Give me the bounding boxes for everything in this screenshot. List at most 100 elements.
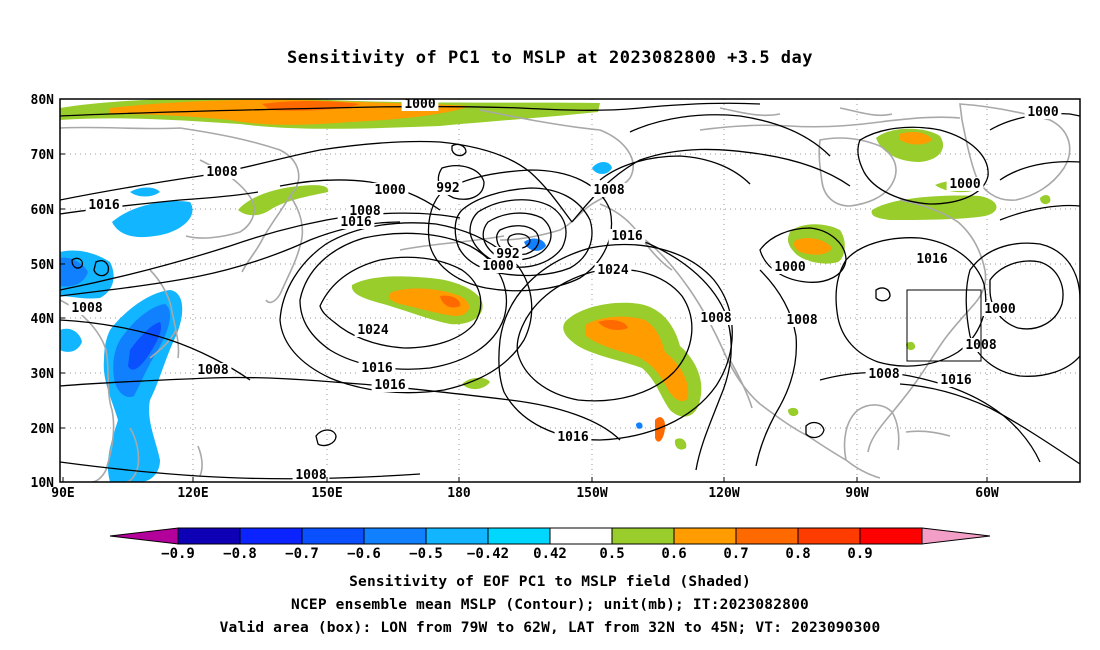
contour-label-bg (203, 165, 241, 179)
lon-tick-label: 120E (177, 486, 208, 501)
colorbar-label: −0.42 (467, 546, 509, 562)
contour-label-bg (68, 301, 106, 315)
shade-japan-darkblue (128, 322, 162, 370)
shade-small-green-5 (788, 407, 799, 417)
contour-label-bg (608, 229, 646, 243)
colorbar-segment (797, 527, 861, 545)
mslp-contours (60, 102, 1080, 480)
shade-aleutian-dark (440, 295, 461, 308)
contour-1008-e (965, 242, 1080, 377)
colorbar-label: 0.8 (785, 546, 810, 562)
colorbar-segment (239, 527, 303, 545)
lat-tick-label: 80N (31, 93, 55, 108)
contour-label: 1008 (700, 311, 731, 326)
contour-label-bg (697, 311, 735, 325)
contour-1000-e (989, 260, 1064, 330)
contour-label-bg (371, 378, 409, 392)
contour-1016-s (60, 376, 621, 441)
coast-siberia (60, 126, 300, 273)
colorbar-label: 0.7 (723, 546, 748, 562)
colorbar-label: −0.9 (161, 546, 195, 562)
contour-label-bg (946, 177, 984, 191)
contour-1000-ne (857, 126, 989, 205)
contour-label: 1016 (340, 215, 371, 230)
contour-label: 1008 (868, 367, 899, 382)
contour-ne-ring-3 (496, 225, 540, 256)
contour-label-bg (354, 323, 392, 337)
colorbar-segment (611, 527, 675, 545)
shade-sea-lightblue (592, 162, 612, 174)
colorbar-label: 0.9 (847, 546, 872, 562)
contour-label-bg (771, 260, 809, 274)
lat-tick-label: 60N (31, 203, 55, 218)
contour-1024-east (516, 268, 693, 402)
contour-label: 992 (496, 247, 519, 262)
contour-label-bg (433, 181, 463, 195)
caption-line-2: NCEP ensemble mean MSLP (Contour); unit(… (291, 597, 809, 613)
contour-label-bg (937, 373, 975, 387)
contour-ne-ring-4 (507, 233, 531, 250)
contour-small-6 (451, 143, 467, 157)
contour-arc-right2 (999, 204, 1080, 221)
contour-arc-right (999, 160, 1080, 181)
coast-central-america (845, 459, 881, 479)
contour-label: 1000 (1027, 105, 1058, 120)
contour-label-bg (913, 252, 951, 266)
colorbar-segment (177, 527, 241, 545)
colorbar-label: 0.42 (533, 546, 567, 562)
colorbar-segment (487, 527, 551, 545)
contour-label-bg (493, 247, 523, 261)
contour-label-bg (358, 361, 396, 375)
lat-tick-label: 20N (31, 422, 55, 437)
contour-ne-ring-2 (482, 212, 552, 261)
colorbar-label: −0.7 (285, 546, 319, 562)
contour-arc-north (629, 114, 831, 157)
contour-small-1 (315, 429, 337, 447)
contour-label: 1016 (916, 252, 947, 267)
lat-tick-label: 50N (31, 258, 55, 273)
lon-tick-label: 90E (51, 486, 74, 501)
map-axes: 90E 120E 150E 180 150W 120W 90W 60W 80N 70N 60N 50N… (31, 93, 999, 501)
contour-small-5 (93, 260, 110, 277)
colorbar-segment (425, 527, 489, 545)
contour-small-4 (71, 257, 84, 269)
lat-tick-label: 40N (31, 312, 55, 327)
shade-kuril-small (130, 187, 160, 197)
contour-label: 992 (436, 181, 459, 196)
colorbar-label: 0.5 (599, 546, 624, 562)
colorbar-label: −0.8 (223, 546, 257, 562)
contour-label: 1000 (774, 260, 805, 275)
contour-label: 1016 (361, 361, 392, 376)
lat-tick-label: 70N (31, 148, 55, 163)
lon-tick-label: 180 (447, 486, 471, 501)
contour-label-bg (1024, 105, 1062, 119)
contour-label: 1000 (404, 97, 435, 112)
contour-label-bg (594, 263, 632, 277)
contour-1008-mid2 (755, 269, 798, 467)
lon-tick-label: 150E (311, 486, 342, 501)
contour-label: 1000 (949, 177, 980, 192)
contour-1008-np-arc (60, 140, 573, 223)
contour-label: 1000 (374, 183, 405, 198)
shade-hawaii-dark (598, 320, 628, 330)
colorbar-segment (859, 527, 923, 545)
valid-area-box (906, 289, 982, 362)
colorbar-label: −0.6 (347, 546, 381, 562)
contour-label-bg (554, 430, 592, 444)
contour-label-bg (479, 259, 517, 273)
contour-label-bg (85, 198, 123, 212)
contour-label-bg (981, 302, 1019, 316)
contour-label-bg (401, 99, 439, 111)
coast-na-east (867, 301, 977, 453)
contour-label-bg (337, 215, 375, 229)
colorbar: −0.9 −0.8 −0.7 −0.6 −0.5 −0.42 0.42 0.5 0.6 0.7 0.… (109, 527, 991, 562)
shade-aleutian-orange (388, 288, 470, 316)
contour-1016-se (899, 383, 1080, 465)
shade-labrador-green (871, 195, 997, 220)
shade-kamchatka (238, 185, 329, 216)
contour-1008-south (60, 461, 421, 480)
contour-label: 1000 (482, 259, 513, 274)
shade-east-china (120, 415, 140, 437)
shade-south-lightblue (60, 328, 82, 352)
